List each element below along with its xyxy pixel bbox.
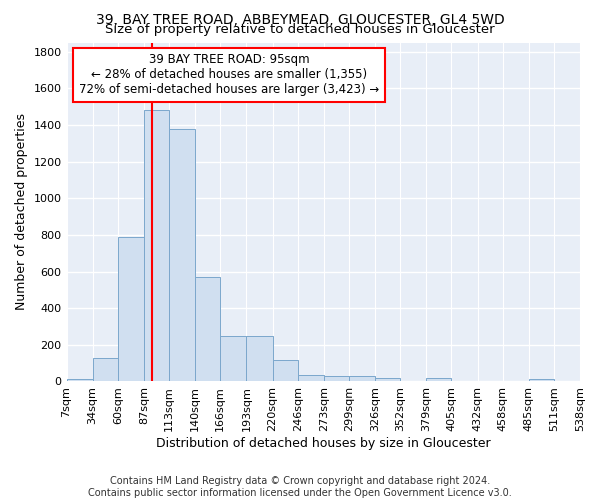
Bar	[529, 378, 554, 382]
Bar	[195, 277, 220, 382]
Bar	[144, 110, 169, 382]
Bar	[272, 360, 298, 382]
Y-axis label: Number of detached properties: Number of detached properties	[15, 114, 28, 310]
Bar	[375, 378, 400, 382]
Text: Contains HM Land Registry data © Crown copyright and database right 2024.
Contai: Contains HM Land Registry data © Crown c…	[88, 476, 512, 498]
Bar	[220, 336, 247, 382]
Bar	[426, 378, 451, 382]
Bar	[67, 378, 92, 382]
Bar	[247, 336, 272, 382]
X-axis label: Distribution of detached houses by size in Gloucester: Distribution of detached houses by size …	[156, 437, 491, 450]
Bar	[92, 358, 118, 382]
Bar	[324, 376, 349, 382]
Bar	[349, 376, 375, 382]
Text: 39 BAY TREE ROAD: 95sqm
← 28% of detached houses are smaller (1,355)
72% of semi: 39 BAY TREE ROAD: 95sqm ← 28% of detache…	[79, 54, 379, 96]
Text: Size of property relative to detached houses in Gloucester: Size of property relative to detached ho…	[105, 22, 495, 36]
Bar	[118, 236, 144, 382]
Text: 39, BAY TREE ROAD, ABBEYMEAD, GLOUCESTER, GL4 5WD: 39, BAY TREE ROAD, ABBEYMEAD, GLOUCESTER…	[95, 12, 505, 26]
Bar	[169, 128, 195, 382]
Bar	[298, 375, 324, 382]
